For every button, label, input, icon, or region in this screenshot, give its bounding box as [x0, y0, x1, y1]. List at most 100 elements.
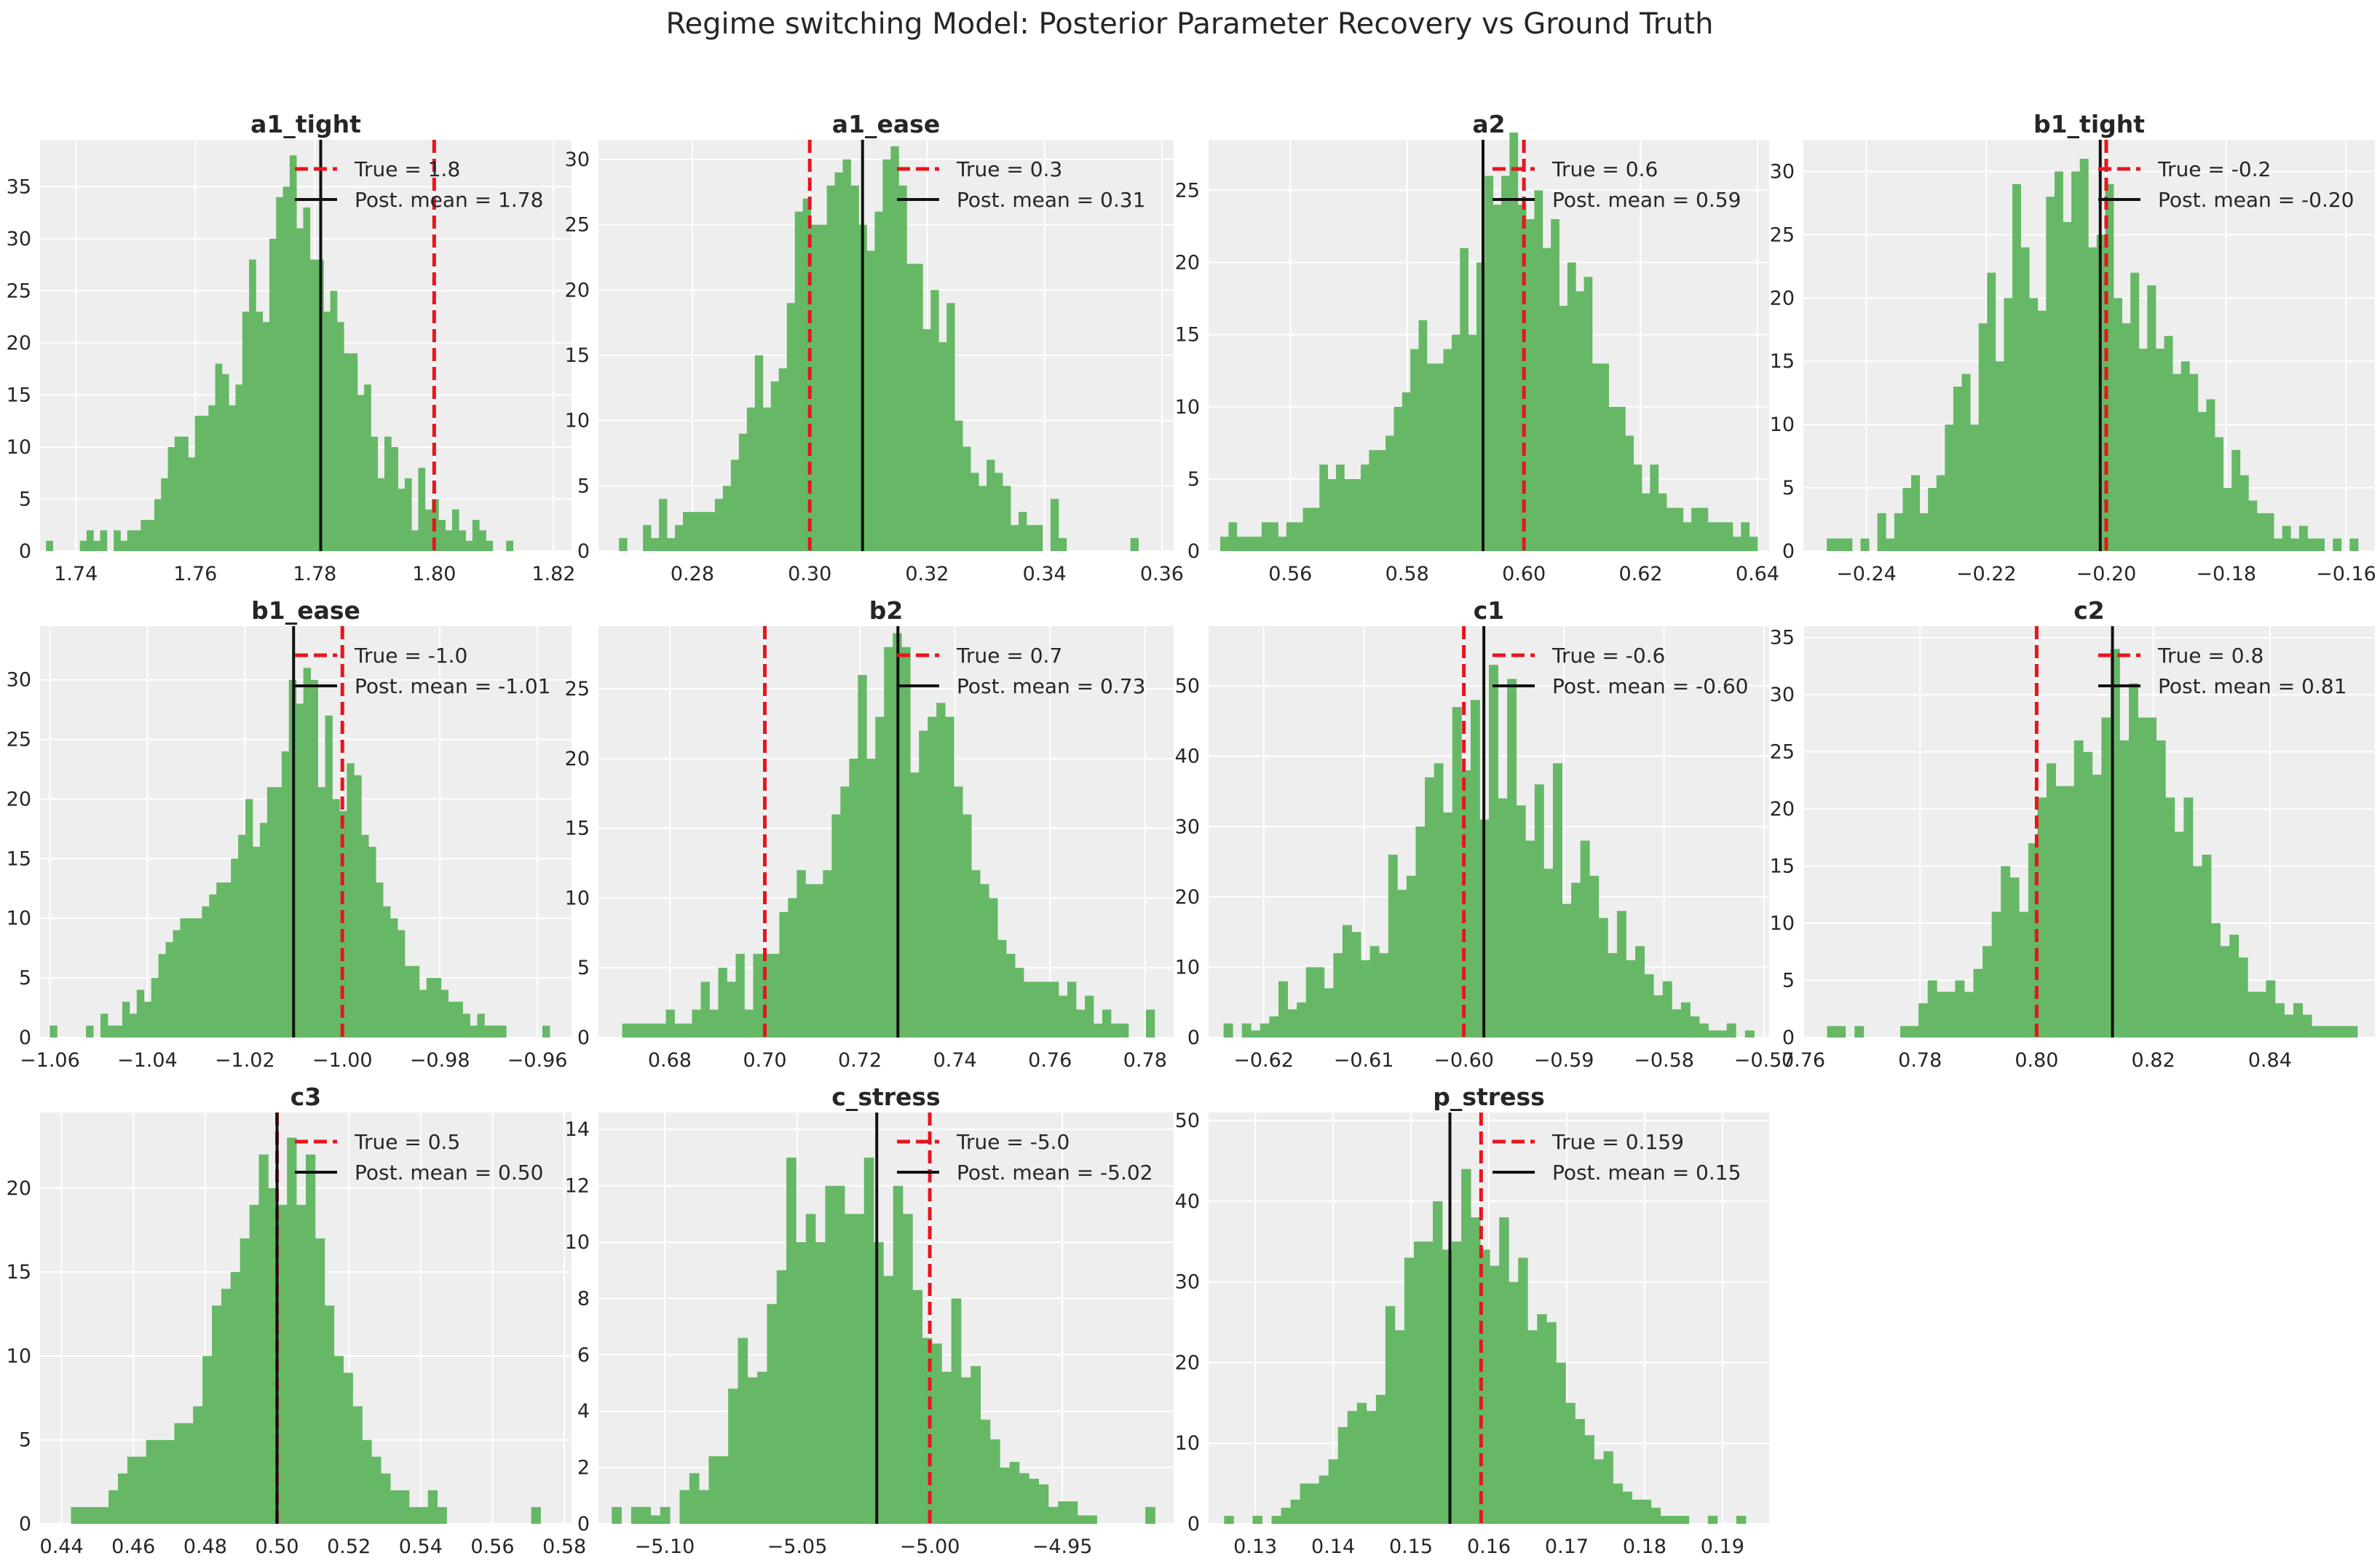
histogram-bar: [2284, 1014, 2294, 1038]
histogram-bar: [253, 846, 261, 1038]
histogram-bar: [1361, 960, 1371, 1038]
histogram-bar: [408, 1506, 419, 1524]
histogram-bar: [962, 814, 972, 1038]
histogram-bar: [1050, 981, 1059, 1038]
histogram-bar: [1413, 1241, 1424, 1524]
x-tick-label: −4.95: [1032, 1536, 1093, 1558]
histogram-bar: [2247, 992, 2258, 1038]
histogram-bar: [1900, 1026, 1910, 1038]
histogram-bar: [1093, 1023, 1103, 1038]
histogram-bar: [1290, 1499, 1301, 1524]
histogram-bar: [1953, 387, 1962, 551]
x-tick-label: 0.78: [1898, 1049, 1942, 1072]
histogram-bar: [462, 1013, 470, 1038]
histogram-bar: [343, 1372, 353, 1524]
histogram-bar: [451, 509, 459, 551]
histogram-bar: [350, 353, 358, 551]
histogram-bar: [770, 381, 780, 551]
histogram-bar: [2114, 298, 2122, 551]
y-tick-label: 10: [565, 410, 590, 432]
x-tick-label: 0.76: [1782, 1049, 1825, 1072]
histogram-bar: [1388, 854, 1398, 1038]
histogram-bar: [506, 540, 514, 551]
histogram-bar: [1973, 968, 1983, 1038]
histogram-bar: [1662, 981, 1672, 1038]
histogram-bar: [2012, 183, 2021, 551]
histogram-bar: [931, 1343, 942, 1524]
histogram-bar: [786, 303, 796, 551]
histogram-bar: [427, 1490, 438, 1524]
y-tick-label: 25: [1175, 179, 1200, 202]
y-tick-label: 10: [7, 436, 31, 459]
y-tick-label: 5: [1782, 477, 1795, 499]
histogram-bar: [93, 540, 100, 551]
histogram-bar: [86, 530, 94, 551]
histogram-bar: [491, 1025, 499, 1038]
x-tick-label: 0.44: [40, 1536, 84, 1558]
y-tick-label: 0: [19, 1513, 31, 1536]
histogram-bar: [1394, 1330, 1405, 1524]
histogram-bar: [108, 1490, 119, 1524]
legend-mean-label: Post. mean = -1.01: [355, 674, 551, 698]
histogram-bar: [1461, 1169, 1471, 1524]
y-tick-label: 15: [565, 344, 590, 367]
panel-c-stress: −5.10 −5.05 −5.00 −4.95 0 2 4 6 8 10 12 14 c_stress T…: [565, 1083, 1174, 1558]
legend-true-label: True = -0.2: [2157, 157, 2271, 181]
histogram-bar: [1493, 205, 1502, 551]
histogram-bar: [231, 858, 239, 1038]
legend: True = -0.6 Post. mean = -0.60: [1493, 644, 1749, 698]
histogram-bar: [317, 787, 325, 1038]
y-tick-label: 5: [577, 475, 590, 497]
legend-true-label: True = -1.0: [354, 644, 467, 668]
histogram-bar: [276, 197, 283, 551]
x-tick-label: 0.80: [2015, 1049, 2058, 1072]
histogram-bar: [1344, 478, 1353, 551]
histogram-bar: [238, 834, 246, 1038]
legend: True = -1.0 Post. mean = -1.01: [295, 644, 551, 698]
histogram-bar: [2138, 348, 2148, 551]
y-tick-label: 4: [577, 1400, 590, 1423]
histogram-bar: [249, 259, 256, 551]
histogram-bar: [2105, 183, 2114, 551]
histogram-bar: [699, 1490, 709, 1524]
y-tick-label: 20: [1770, 287, 1795, 309]
panel-title: c3: [290, 1083, 322, 1111]
y-tick-label: 15: [7, 847, 31, 870]
histogram-bar: [1592, 363, 1601, 551]
x-tick-label: 0.48: [183, 1536, 227, 1558]
panel-a1-tight: 1.74 1.76 1.78 1.80 1.82 0 5 10 15 20 25 30 35 a1_tig…: [7, 110, 576, 585]
histogram-bar: [258, 1154, 269, 1524]
histogram-bar: [146, 1439, 156, 1524]
histogram-bar: [2065, 786, 2075, 1038]
histogram-bar: [2265, 513, 2274, 551]
histogram-bar: [1423, 1241, 1434, 1524]
histogram-bar: [2101, 717, 2111, 1038]
histogram-bar: [2037, 797, 2047, 1038]
y-tick-label: 20: [1175, 252, 1200, 274]
histogram-bar: [1982, 946, 1993, 1038]
histogram-bar: [641, 1506, 651, 1524]
histogram-bar: [1724, 522, 1733, 551]
histogram-bar: [1443, 812, 1453, 1038]
panel-title: c1: [1474, 596, 1505, 625]
histogram-bar: [1067, 981, 1077, 1038]
histogram-bar: [1543, 869, 1554, 1038]
histogram-bar: [901, 647, 911, 1038]
histogram-bar: [1600, 363, 1610, 551]
x-tick-label: −0.96: [507, 1049, 568, 1072]
histogram-bar: [161, 478, 168, 551]
histogram-bar: [834, 172, 843, 552]
histogram-bar: [46, 540, 53, 551]
histogram-bar: [262, 322, 270, 551]
histogram-bar: [667, 538, 676, 551]
x-tick-label: 0.58: [542, 1536, 586, 1558]
histogram-bar: [1551, 219, 1559, 551]
panel-title: b1_ease: [251, 596, 360, 625]
histogram-bar: [240, 1238, 250, 1524]
y-tick-label: 25: [1770, 224, 1795, 246]
histogram-bar: [440, 989, 449, 1038]
histogram-bar: [235, 384, 243, 551]
histogram-bar: [1667, 507, 1675, 551]
histogram-bar: [883, 1276, 894, 1524]
histogram-bar: [971, 870, 981, 1038]
